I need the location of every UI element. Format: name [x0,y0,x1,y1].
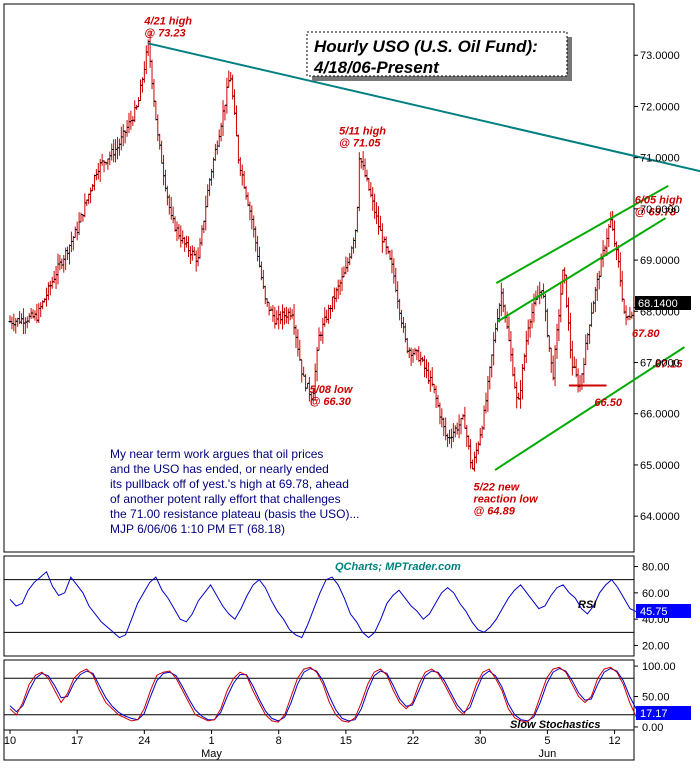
commentary-block: My near term work argues that oil prices… [110,447,359,536]
rsi-series-line [9,570,637,639]
price-annotation: 5/11 high [339,126,386,138]
x-tick-label: 24 [138,735,150,747]
price-y-tick-label: 65.0000 [640,460,680,472]
price-y-tick-label: 72.0000 [640,101,680,113]
price-annotations: 4/21 high@ 73.23 5/11 high@ 71.05 5/08 low… [143,15,683,517]
x-tick-label: 15 [340,735,352,747]
rsi-label: RSI [578,599,597,611]
rsi-y-tick-label: 60.00 [642,588,670,600]
price-annotation: @ 66.30 [310,396,352,408]
panel-frame [3,3,635,553]
price-annotation: @ 71.05 [339,138,381,150]
channel-lower-line [494,346,685,471]
x-tick-label: 22 [407,735,419,747]
price-annotation: 67.15 [655,359,683,371]
rsi-value-tag: 45.75 [636,604,691,618]
chart-title-line2: 4/18/06-Present [313,58,440,77]
panel-frames [3,3,635,761]
price-annotation: 6/05 high [635,195,683,207]
price-bars [8,31,638,472]
stochastics-value-tag: 17.17 [636,706,691,720]
rsi-y-tick-label: 80.00 [642,562,670,574]
trend-lines [148,42,700,471]
price-y-tick-label: 66.0000 [640,409,680,421]
price-y-tick-label: 70.0000 [640,204,680,216]
x-tick-label: 12 [608,735,620,747]
watermark: QCharts; MPTrader.com [335,561,461,573]
rsi-value: 45.75 [640,606,668,618]
x-month-label: Jun [539,748,557,760]
price-annotation: 66.50 [594,397,622,409]
x-tick-label: 10 [4,735,16,747]
x-month-label: May [201,748,222,760]
stochastics-y-tick-label: 100.00 [642,661,676,673]
commentary-line: its pullback off of yest.'s high at 69.7… [110,477,349,491]
stochastics-y-tick-label: 50.00 [642,692,670,704]
commentary-line: the 71.00 resistance plateau (basis the … [110,507,359,521]
price-annotation: reaction low [474,494,540,506]
chart-title-box: Hourly USO (U.S. Oil Fund): 4/18/06-Pres… [306,31,572,81]
x-tick-label: 1 [208,735,214,747]
stochastics-y-tick-label: 0.00 [642,722,663,734]
x-tick-label: 30 [474,735,486,747]
price-y-tick-label: 67.0000 [640,358,680,370]
price-annotation: 4/21 high [143,15,192,27]
price-annotation: 67.80 [632,328,660,340]
price-y-tick-label: 73.0000 [640,50,680,62]
price-y-tick-label: 69.0000 [640,255,680,267]
panel-frame [3,555,635,657]
stochastics-value: 17.17 [640,708,668,720]
price-annotation: @ 69.78 [635,207,677,219]
x-tick-label: 17 [71,735,83,747]
last-price-value: 68.1400 [638,298,678,310]
price-y-tick-label: 64.0000 [640,511,680,523]
x-axis-frame [3,729,635,761]
price-y-tick-label: 71.0000 [640,153,680,165]
commentary-line: of another potent rally effort that chal… [110,492,341,506]
commentary-line: My near term work argues that oil prices [110,447,323,461]
price-annotation: 5/22 new [474,482,521,494]
price-annotation: @ 73.23 [144,27,185,39]
channel-upper-line [495,184,669,284]
resistance-trendline [148,42,700,173]
stochastics-series-line [9,666,637,723]
price-annotation: 5/08 low [310,384,354,396]
price-annotation: @ 64.89 [474,506,516,518]
axis-ticks: 73.000072.000071.000070.000069.000068.00… [4,50,680,760]
stochastics-label: Slow Stochastics [510,719,600,731]
commentary-line: MJP 6/06/06 1:10 PM ET (68.18) [110,522,285,536]
x-tick-label: 8 [276,735,282,747]
chart-title-line1: Hourly USO (U.S. Oil Fund): [314,37,538,56]
x-tick-label: 5 [544,735,550,747]
commentary-line: and the USO has ended, or nearly ended [110,462,329,476]
channel-upper-line [497,217,667,323]
rsi-y-tick-label: 20.00 [642,640,670,652]
stochastics-series-line [9,667,637,722]
last-price-tag: 68.1400 [635,296,691,310]
